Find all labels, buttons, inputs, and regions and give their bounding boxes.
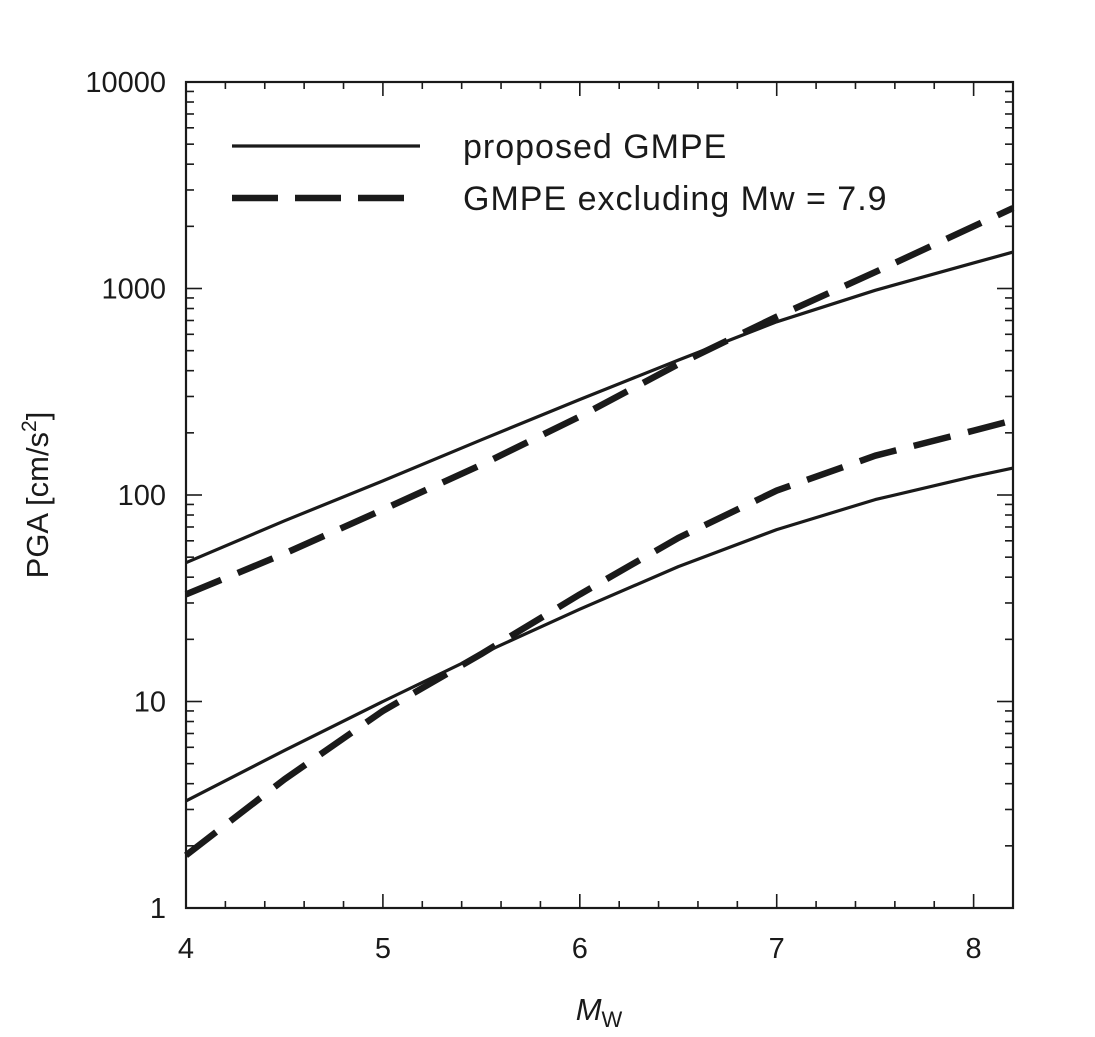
dashed-series-line-1	[184, 205, 1015, 598]
series-lines	[184, 205, 1015, 858]
x-tick-label: 5	[375, 933, 391, 965]
y-tick-label: 10000	[85, 67, 166, 99]
x-axis-label-subscript: W	[602, 1007, 623, 1032]
x-axis-label-main: M	[576, 992, 602, 1027]
dashed-series-line-3	[184, 417, 1014, 858]
y-tick-label: 1	[150, 893, 166, 925]
x-tick-label: 6	[572, 933, 588, 965]
solid-series-line-0	[185, 250, 1014, 565]
axis-tick-labels: 4 5 6 7 8 1 10 100 1000 10000	[85, 67, 981, 965]
legend-label: proposed GMPE	[463, 128, 727, 166]
y-axis-label: PGA [cm/s2]	[18, 412, 55, 579]
y-tick-label: 10	[134, 687, 166, 719]
y-axis-label-superscript: 2	[18, 420, 41, 432]
y-tick-label: 100	[118, 480, 166, 512]
legend-label: GMPE excluding Mw = 7.9	[463, 180, 888, 218]
y-axis-label-close: ]	[20, 412, 55, 421]
x-axis-label: MW	[576, 992, 623, 1032]
solid-series-line-2	[185, 466, 1014, 803]
x-tick-label: 8	[966, 933, 982, 965]
y-axis-label-main: PGA [cm/s	[20, 432, 55, 578]
legend: proposed GMPE GMPE excluding Mw = 7.9	[232, 128, 888, 218]
x-tick-label: 7	[769, 933, 785, 965]
axis-ticks	[185, 81, 1014, 909]
y-tick-label: 1000	[101, 274, 166, 306]
x-tick-label: 4	[178, 933, 194, 965]
